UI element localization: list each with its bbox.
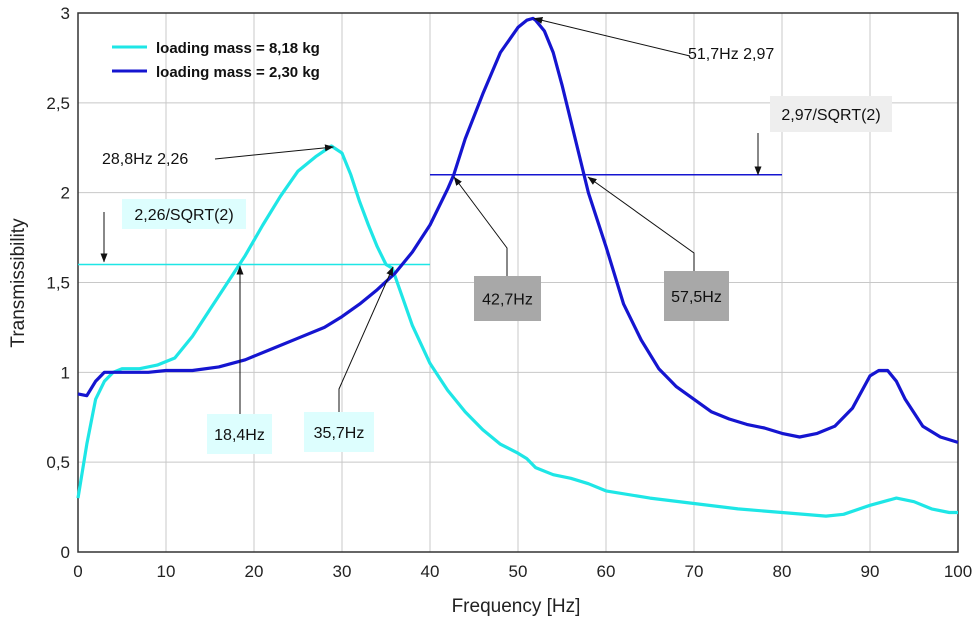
y-tick-label: 2 bbox=[61, 184, 70, 203]
annotation-arrow bbox=[587, 176, 695, 271]
y-tick-label: 2,5 bbox=[46, 94, 70, 113]
annotation-label: 28,8Hz 2,26 bbox=[102, 151, 188, 168]
x-tick-label: 40 bbox=[421, 562, 440, 581]
y-tick-label: 0,5 bbox=[46, 453, 70, 472]
annotation-arrow bbox=[453, 176, 508, 276]
y-tick-label: 1,5 bbox=[46, 274, 70, 293]
annotation-3: 2,97/SQRT(2) bbox=[754, 96, 892, 176]
x-tick-label: 80 bbox=[773, 562, 792, 581]
annotation-arrow bbox=[338, 266, 394, 412]
y-axis-label: Transmissibility bbox=[8, 218, 29, 348]
series-line-1 bbox=[77, 16, 959, 444]
axes bbox=[77, 12, 959, 553]
reference-lines bbox=[78, 173, 782, 266]
legend-label-8-18kg: loading mass = 8,18 kg bbox=[156, 40, 320, 57]
legend: loading mass = 8,18 kg loading mass = 2,… bbox=[112, 40, 320, 81]
annotation-label: 51,7Hz 2,97 bbox=[688, 46, 774, 63]
x-tick-label: 90 bbox=[861, 562, 880, 581]
x-tick-label: 30 bbox=[333, 562, 352, 581]
annotation-label: 35,7Hz bbox=[314, 425, 365, 442]
annotation-label: 57,5Hz bbox=[671, 289, 722, 306]
annotation-box bbox=[207, 414, 272, 454]
x-tick-label: 60 bbox=[597, 562, 616, 581]
annotation-arrow bbox=[214, 144, 334, 160]
annotation-label: 2,26/SQRT(2) bbox=[134, 207, 233, 224]
annotation-7: 57,5Hz bbox=[587, 176, 729, 321]
annotation-box bbox=[304, 412, 374, 452]
annotation-label: 42,7Hz bbox=[482, 292, 533, 309]
tick-labels: 0 10 20 30 40 50 60 70 80 90 100 0 0,5 1 1,5 2 2,5 3 bbox=[46, 4, 972, 581]
annotation-box bbox=[474, 276, 541, 321]
annotation-label: 18,4Hz bbox=[214, 427, 265, 444]
x-tick-label: 0 bbox=[73, 562, 82, 581]
annotation-5: 35,7Hz bbox=[304, 266, 394, 452]
y-tick-label: 0 bbox=[61, 543, 70, 562]
legend-label-2-30kg: loading mass = 2,30 kg bbox=[156, 64, 320, 81]
annotations: 28,8Hz 2,26 51,7Hz 2,97 2,26/SQRT(2) 2,97/S… bbox=[100, 16, 892, 454]
annotation-box bbox=[122, 199, 246, 229]
plot-frame bbox=[77, 12, 959, 553]
annotation-1: 51,7Hz 2,97 bbox=[533, 16, 774, 63]
annotation-arrow bbox=[533, 16, 691, 57]
y-tick-label: 1 bbox=[61, 363, 70, 382]
x-tick-label: 10 bbox=[157, 562, 176, 581]
x-tick-label: 70 bbox=[685, 562, 704, 581]
series-line-0 bbox=[76, 144, 958, 518]
annotation-2: 2,26/SQRT(2) bbox=[100, 199, 246, 263]
x-tick-label: 100 bbox=[944, 562, 972, 581]
x-tick-label: 50 bbox=[509, 562, 528, 581]
annotation-box bbox=[664, 271, 729, 321]
annotation-4: 18,4Hz bbox=[207, 265, 272, 454]
series-lines bbox=[76, 16, 959, 518]
y-tick-label: 3 bbox=[61, 4, 70, 23]
annotation-label: 2,97/SQRT(2) bbox=[781, 107, 880, 124]
annotation-box bbox=[770, 96, 892, 132]
x-tick-label: 20 bbox=[245, 562, 264, 581]
annotation-6: 42,7Hz bbox=[453, 176, 541, 321]
annotation-0: 28,8Hz 2,26 bbox=[102, 144, 334, 168]
x-axis-label: Frequency [Hz] bbox=[452, 596, 581, 617]
